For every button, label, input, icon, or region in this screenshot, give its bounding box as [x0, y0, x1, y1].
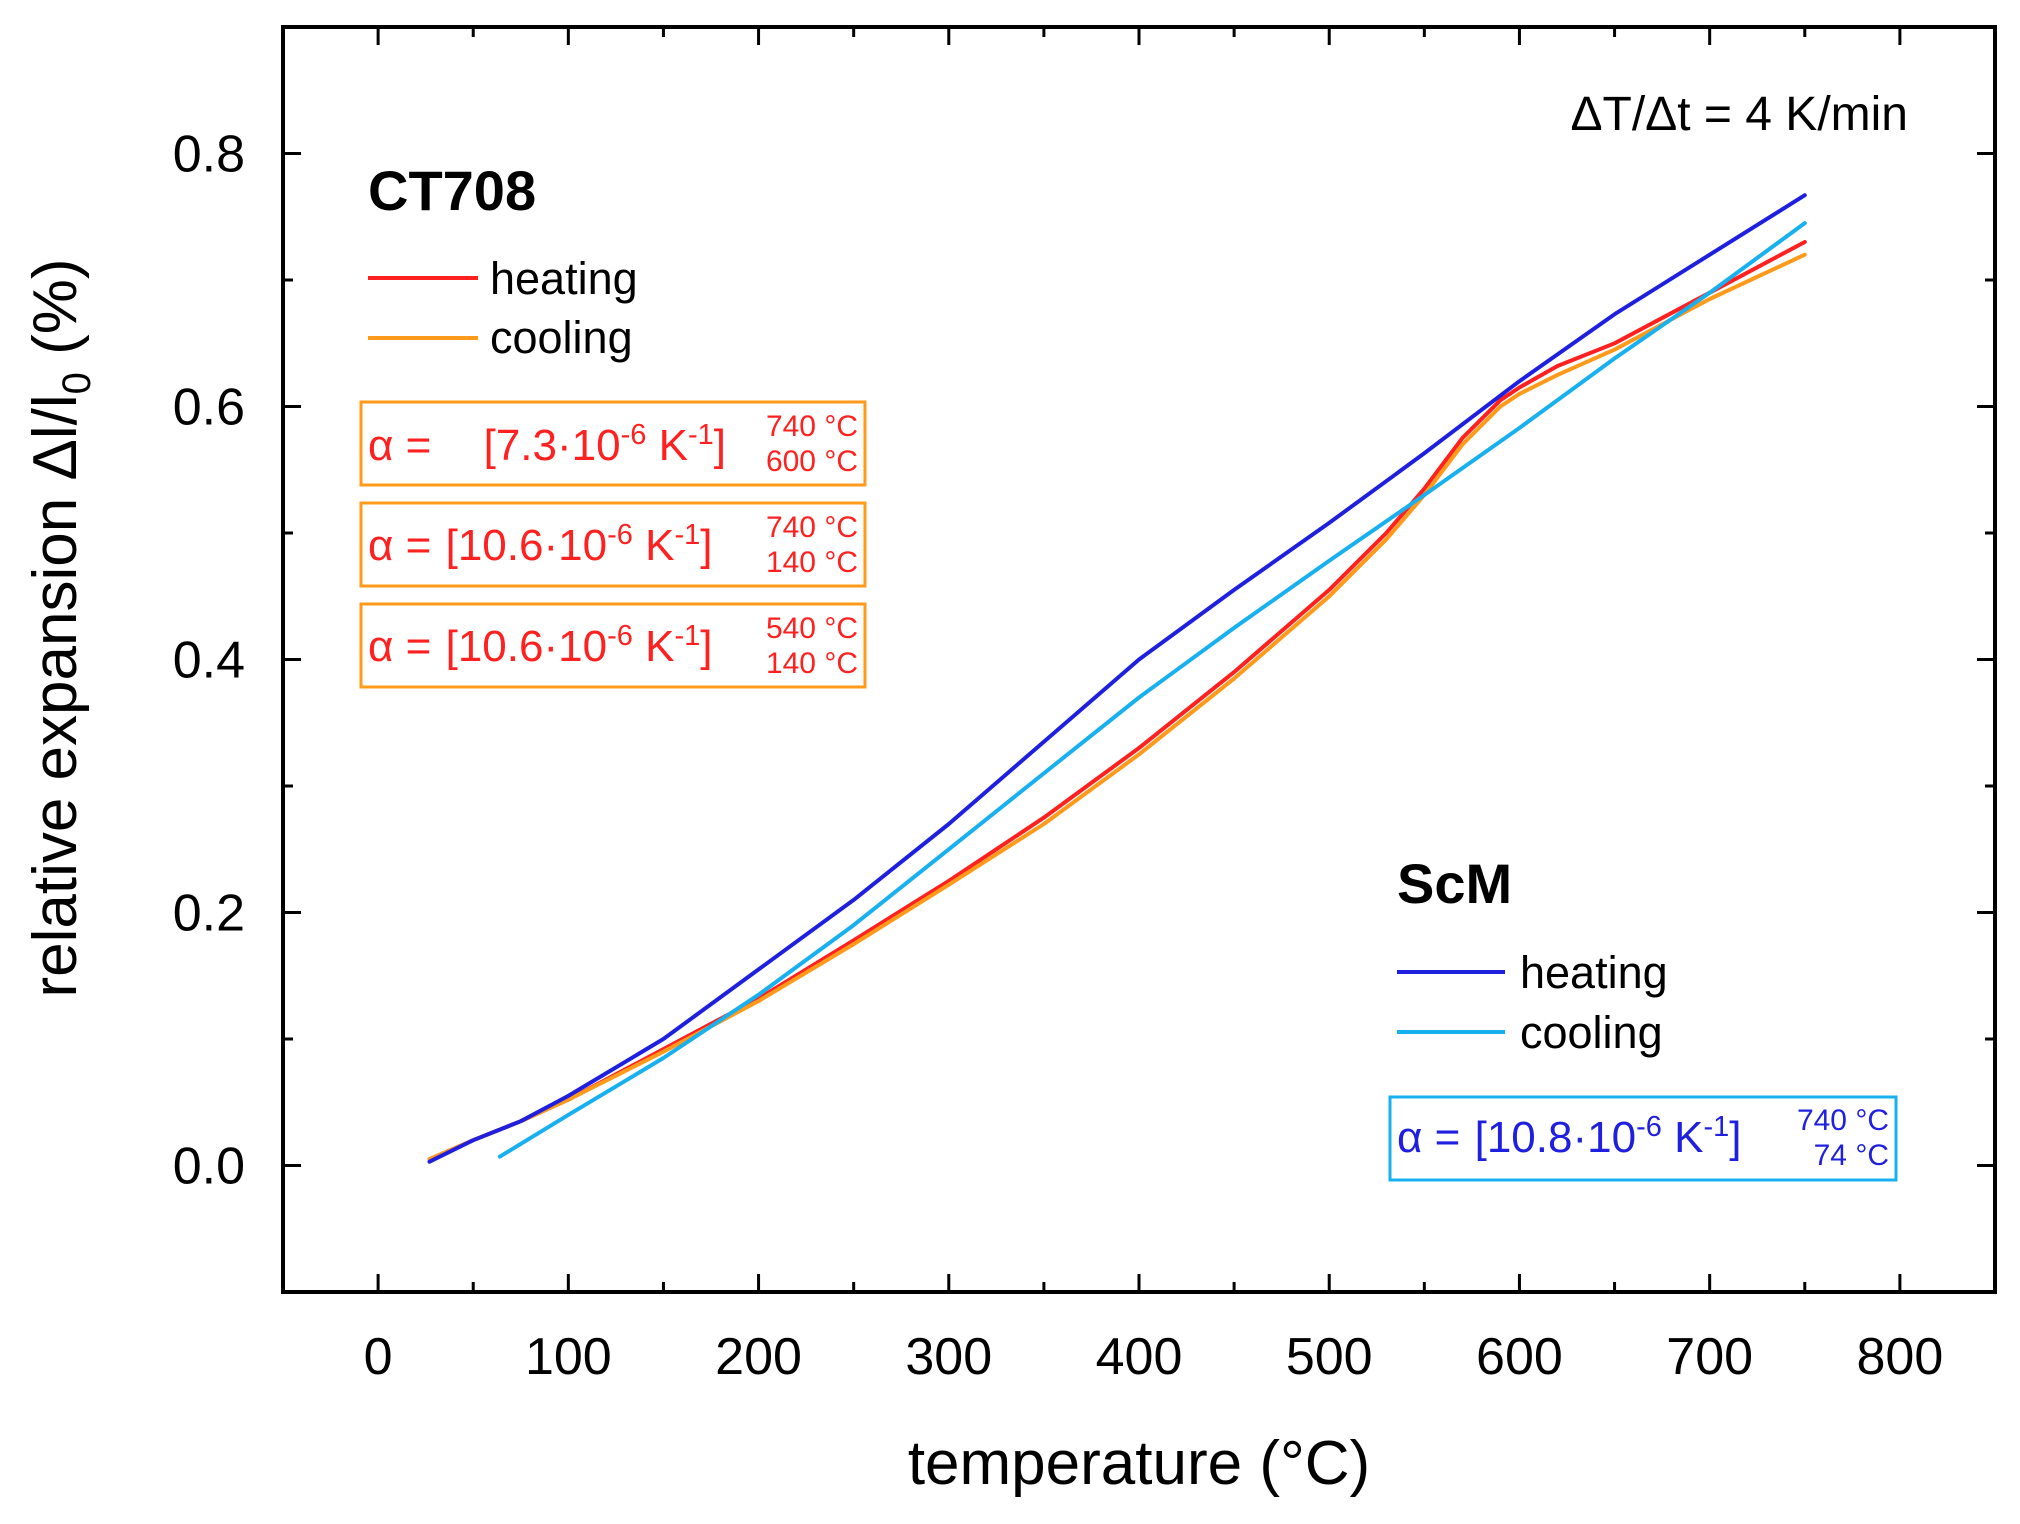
coefficient-text: α = [10.6·10-6 K-1] — [368, 620, 712, 671]
alpha-close: ] — [700, 622, 712, 671]
coefficient-box — [1388, 1095, 1898, 1182]
alpha-value: [7.3·10 — [484, 421, 621, 470]
lower-limit: 140 °C — [766, 647, 858, 680]
y-axis-title-unit: (%) — [21, 258, 90, 372]
ct708-cooling-legend-label: cooling — [490, 312, 633, 363]
coefficient-text: α = [7.3·10-6 K-1] — [368, 419, 726, 470]
alpha-unit: K — [633, 622, 675, 671]
alpha-unit: K — [1662, 1113, 1704, 1162]
x-tick-label: 200 — [715, 1328, 802, 1386]
x-tick-label: 700 — [1666, 1328, 1753, 1386]
alpha-value: [10.8·10 — [1475, 1113, 1636, 1162]
ct708-title: CT708 — [368, 159, 536, 222]
alpha-close: ] — [714, 421, 726, 470]
coefficient-text: α = [10.8·10-6 K-1] — [1397, 1111, 1741, 1162]
alpha-lhs: α = — [368, 521, 444, 570]
coefficient-box — [359, 501, 867, 588]
coefficient-text: α = [10.6·10-6 K-1] — [368, 519, 712, 570]
upper-limit: 740 °C — [766, 410, 858, 443]
alpha-lhs: α = — [1397, 1113, 1473, 1162]
y-tick-label: 0.8 — [173, 126, 245, 184]
ct708-coefficient-3: α = [10.6·10-6 K-1] 540 °C 140 °C — [359, 602, 867, 689]
scm-coefficient-1: α = [10.8·10-6 K-1] 740 °C 74 °C — [1388, 1095, 1898, 1182]
coefficient-box — [359, 400, 867, 487]
coefficient-box — [359, 602, 867, 689]
upper-limit: 540 °C — [766, 612, 858, 645]
alpha-unit-exp: -1 — [674, 620, 700, 652]
y-axis-title-main: relative expansion Δl/l — [21, 394, 90, 997]
x-tick-label: 0 — [364, 1328, 393, 1386]
x-tick-label: 100 — [525, 1328, 612, 1386]
scm-title: ScM — [1397, 852, 1512, 915]
scm-heating-line — [427, 193, 1807, 1164]
y-tick-label: 0.4 — [173, 632, 245, 690]
alpha-value: [10.6·10 — [446, 521, 607, 570]
heating-rate-annotation: ΔT/Δt = 4 K/min — [1570, 88, 1908, 141]
y-axis-title: relative expansion Δl/l0 (%) — [21, 258, 99, 997]
x-axis-title: temperature (°C) — [908, 1429, 1370, 1498]
x-tick-label: 800 — [1857, 1328, 1944, 1386]
x-tick-label: 600 — [1476, 1328, 1563, 1386]
scm-cooling-legend-label: cooling — [1520, 1007, 1663, 1058]
alpha-unit: K — [633, 521, 675, 570]
alpha-exp: -6 — [621, 419, 647, 451]
lower-limit: 600 °C — [766, 445, 858, 478]
alpha-close: ] — [700, 521, 712, 570]
y-tick-label: 0.0 — [173, 1138, 245, 1196]
ct708-coefficient-1: α = [7.3·10-6 K-1] 740 °C 600 °C — [359, 400, 867, 487]
ct708-cooling-line — [427, 252, 1807, 1162]
alpha-unit-exp: -1 — [688, 419, 714, 451]
alpha-unit-exp: -1 — [1703, 1111, 1729, 1143]
lower-limit: 140 °C — [766, 546, 858, 579]
y-tick-label: 0.2 — [173, 885, 245, 943]
alpha-value: [10.6·10 — [446, 622, 607, 671]
y-axis-title-subscript: 0 — [55, 372, 99, 394]
alpha-exp: -6 — [607, 519, 633, 551]
ct708-coefficient-2: α = [10.6·10-6 K-1] 740 °C 140 °C — [359, 501, 867, 588]
alpha-close: ] — [1729, 1113, 1741, 1162]
scm-heating-legend-label: heating — [1520, 947, 1668, 998]
lower-limit: 74 °C — [1814, 1139, 1889, 1172]
upper-limit: 740 °C — [766, 511, 858, 544]
upper-limit: 740 °C — [1797, 1104, 1889, 1137]
alpha-exp: -6 — [607, 620, 633, 652]
y-tick-label: 0.6 — [173, 379, 245, 437]
scm-cooling-line — [497, 221, 1807, 1159]
x-tick-label: 400 — [1096, 1328, 1183, 1386]
alpha-lhs: α = — [368, 421, 444, 470]
series-layer — [427, 193, 1807, 1164]
axis-ticks: 0 100 200 300 400 500 600 700 800 0.0 0.2 0.4 0.6 0.8 — [173, 25, 1997, 1386]
alpha-exp: -6 — [1636, 1111, 1662, 1143]
alpha-unit: K — [646, 421, 688, 470]
alpha-lhs: α = — [368, 622, 444, 671]
ct708-heating-legend-label: heating — [490, 253, 638, 304]
x-tick-label: 300 — [905, 1328, 992, 1386]
x-tick-label: 500 — [1286, 1328, 1373, 1386]
alpha-unit-exp: -1 — [674, 519, 700, 551]
